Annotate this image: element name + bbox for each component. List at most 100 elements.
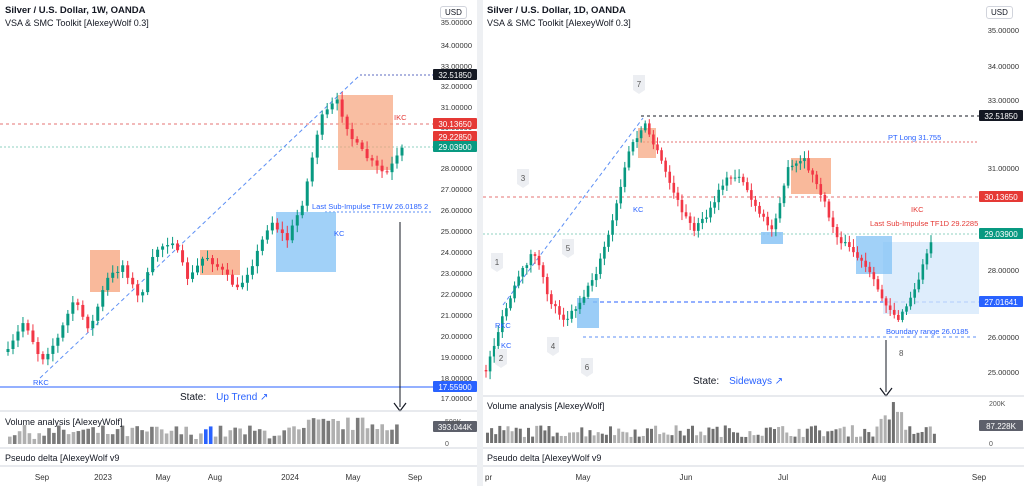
right-candle [701, 218, 704, 224]
right-volume-bar [707, 427, 711, 443]
right-candle [696, 223, 700, 231]
right-candle [856, 252, 859, 258]
left-candle [136, 284, 140, 296]
right-volume-tick: 0 [989, 441, 993, 448]
right-volume-bar [600, 433, 604, 443]
left-volume-bar [390, 429, 394, 444]
right-candle [868, 266, 872, 273]
right-chart-panel[interactable]: Silver / U.S. Dollar, 1D, OANDA VSA & SM… [483, 0, 1024, 486]
left-candle [270, 222, 274, 231]
right-candle [570, 310, 574, 319]
left-candle [6, 349, 10, 352]
right-candle [786, 167, 790, 186]
left-volume-bar [253, 430, 257, 444]
right-volume-bar [773, 428, 776, 443]
right-wave-marker [495, 349, 507, 368]
right-candle [488, 356, 492, 372]
right-volume-bar [678, 430, 682, 443]
right-candle [864, 260, 867, 267]
right-candle [537, 255, 541, 266]
right-price-badge-bg [979, 228, 1023, 239]
right-volume-bar [904, 429, 908, 443]
left-candle [375, 160, 379, 166]
left-price-tick: 27.00000 [441, 185, 472, 194]
right-volume-bar [850, 425, 854, 443]
right-candle [586, 285, 590, 297]
right-volume-bar [650, 428, 653, 443]
left-volume-bar [106, 433, 110, 444]
right-candle [778, 203, 782, 219]
left-price-tick: 23.00000 [441, 269, 472, 278]
right-trendline [502, 117, 644, 306]
right-volume-bar [654, 425, 658, 443]
right-volume-bar [522, 436, 526, 443]
right-volume-badge-bg [979, 420, 1023, 431]
right-volume-bar [875, 426, 879, 443]
right-candle [770, 225, 774, 230]
right-volume-bar [748, 431, 752, 443]
right-volume-bar [834, 429, 838, 443]
right-ikc-label: IKC [911, 205, 924, 214]
right-volume-bar [805, 428, 809, 443]
left-chart-panel[interactable]: Silver / U.S. Dollar, 1W, OANDA VSA & SM… [0, 0, 477, 486]
right-currency-badge[interactable]: USD [986, 6, 1013, 19]
right-wave-marker [491, 253, 503, 272]
left-volume-bar [155, 426, 159, 444]
left-volume-bar [57, 425, 61, 444]
left-x-tick: May [155, 473, 170, 482]
right-candle [517, 276, 520, 286]
left-currency-badge[interactable]: USD [440, 6, 467, 19]
left-candle [205, 258, 209, 260]
right-candle [909, 297, 912, 307]
right-candle [790, 165, 794, 168]
left-price-badge: 29.22850 [438, 133, 472, 142]
left-volume-bar [218, 425, 223, 444]
right-price-tick: 35.00000 [988, 26, 1019, 35]
right-wave-number: 5 [566, 244, 571, 253]
right-volume-bar [645, 428, 649, 443]
right-volume-bar [896, 411, 899, 443]
right-volume-bar [563, 436, 567, 443]
left-price-tick: 21.00000 [441, 311, 472, 320]
left-price-tick: 25.00000 [441, 227, 472, 236]
right-candle [901, 311, 904, 320]
left-candle [91, 320, 95, 329]
right-price-badge: 30.13650 [984, 193, 1018, 202]
right-candle [843, 242, 847, 244]
right-demand-zone [761, 232, 783, 244]
left-candle [46, 353, 50, 360]
right-volume-bar [637, 436, 641, 443]
right-price-tick: 26.00000 [988, 333, 1019, 342]
left-price-chart[interactable]: 35.00000 34.00000 33.00000 32.00000 31.00000… [0, 0, 477, 486]
right-volume-bar [686, 428, 690, 443]
right-price-chart[interactable]: 35.00000 34.00000 33.00000 31.00000 28.00000… [483, 0, 1024, 486]
left-candle [355, 139, 359, 143]
left-volume-bar [91, 427, 95, 444]
right-candle [835, 227, 839, 238]
left-candle [176, 243, 180, 251]
right-boundary-label: Boundary range 26.0185 [886, 327, 969, 336]
right-candle [566, 318, 569, 320]
left-candle [146, 272, 150, 293]
left-candle [156, 249, 160, 257]
panel-separator[interactable] [477, 0, 483, 486]
left-price-badge-bg [433, 69, 477, 80]
right-volume-bar [736, 432, 740, 443]
left-candle [380, 165, 384, 172]
right-volume-label: Volume analysis [AlexeyWolf] [487, 401, 605, 411]
right-candle [713, 202, 716, 208]
right-volume-bar [695, 435, 699, 443]
left-supply-zone [338, 95, 393, 170]
left-volume-bar [130, 427, 135, 444]
right-candle [631, 142, 635, 152]
right-candle [827, 201, 831, 218]
right-candle [717, 189, 721, 203]
right-volume-bar [826, 431, 830, 443]
left-volume-bar [292, 426, 296, 444]
right-volume-bar [596, 432, 600, 443]
right-volume-bar [801, 436, 805, 443]
right-volume-bar [928, 426, 932, 443]
right-volume-bar [822, 436, 826, 443]
left-price-tick: 26.00000 [441, 206, 472, 215]
right-x-tick: pr [485, 473, 492, 482]
